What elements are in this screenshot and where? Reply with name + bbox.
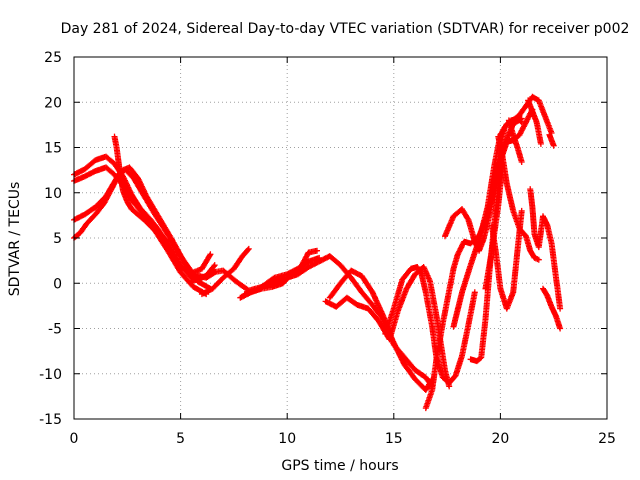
x-tick-label: 15 <box>385 431 403 447</box>
data-point-markers <box>540 285 564 332</box>
x-tick-label: 10 <box>278 431 296 447</box>
series-track-22 <box>540 285 564 332</box>
series-track-24 <box>546 131 557 149</box>
y-tick-label: 15 <box>44 141 62 157</box>
x-tick-label: 5 <box>176 431 185 447</box>
y-tick-label: 20 <box>44 95 62 111</box>
x-tick-label: 0 <box>70 431 79 447</box>
chart-title: Day 281 of 2024, Sidereal Day-to-day VTE… <box>61 21 630 37</box>
data-point-markers <box>505 117 525 165</box>
axis-tick-labels: 0 5 10 15 20 25 -15 -10 -5 0 5 10 15 20 25 <box>39 50 616 447</box>
series-track-20 <box>505 117 525 165</box>
series-track-23 <box>525 97 544 147</box>
series-track-19 <box>495 133 542 263</box>
axis-ticks <box>73 56 608 420</box>
data-point-markers <box>495 133 542 263</box>
x-axis-label: GPS time / hours <box>281 458 398 474</box>
series-track-7 <box>198 245 252 298</box>
y-tick-label: -10 <box>39 367 62 383</box>
x-tick-label: 25 <box>598 431 616 447</box>
y-tick-label: 0 <box>53 276 62 292</box>
y-tick-label: 25 <box>44 50 62 66</box>
data-point-markers <box>527 186 564 312</box>
y-tick-label: -15 <box>39 412 62 428</box>
y-tick-label: 10 <box>44 186 62 202</box>
plot-area <box>71 93 564 412</box>
data-point-markers <box>546 131 557 149</box>
y-axis-label: SDTVAR / TECUs <box>7 182 23 297</box>
series-track-5 <box>111 133 210 298</box>
y-tick-label: 5 <box>53 231 62 247</box>
data-point-markers <box>525 97 544 147</box>
series-track-21 <box>527 186 564 312</box>
y-tick-label: -5 <box>48 322 62 338</box>
data-point-markers <box>198 245 252 298</box>
x-tick-label: 20 <box>491 431 509 447</box>
data-point-markers <box>111 133 210 298</box>
